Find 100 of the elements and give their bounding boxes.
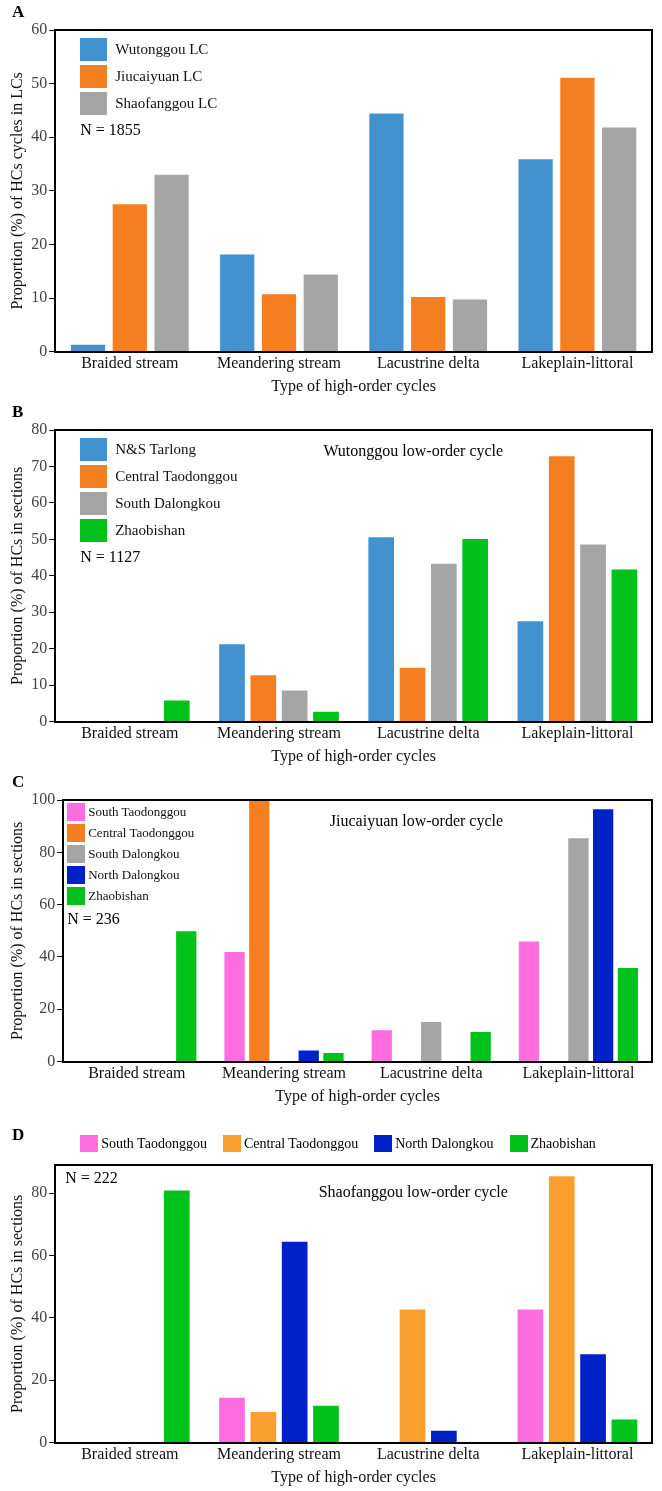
y-axis-title: Proportion (%) of HCs in sections [7,1194,26,1413]
x-axis-title: Type of high-order cycles [271,746,436,765]
y-tick-label: 60 [39,894,56,912]
legend-label: Zhaobishan [115,522,186,539]
bar [250,1412,277,1443]
bar [281,690,308,722]
chart-title: B [12,402,24,422]
bar [548,1176,575,1443]
y-tick-label: 10 [31,675,48,693]
x-tick-label: Lacustrine delta [376,354,480,372]
bar [518,941,540,1062]
bar [154,174,189,352]
text: Wutonggou low-order cycle [323,442,504,460]
legend-label: North Dalongkou [395,1135,494,1152]
bar [568,838,589,1062]
x-tick-label: Lacustrine delta [376,1445,480,1463]
y-tick-label: 20 [31,234,48,252]
bar [518,159,553,352]
y-tick-label: 20 [39,999,56,1017]
bar [617,967,638,1062]
bar [70,344,106,352]
annotation: N = 1127 [80,548,141,566]
y-tick-label: 10 [31,288,48,306]
annotation: N = 1855 [80,121,141,139]
legend-label: Central Taodonggou [243,1135,359,1152]
bar [249,800,270,1062]
y-tick-label: 80 [31,1183,48,1201]
y-tick-label: 40 [31,1308,48,1326]
bar [602,127,637,352]
chart-title: A [12,2,25,22]
legend-label: Jiucaiyuan LC [115,68,203,85]
legend-label: South Taodonggou [88,804,187,820]
y-tick-label: 0 [39,341,48,359]
x-tick-label: Meandering stream [217,354,342,373]
bar [580,544,606,722]
legend-label: North Dalongkou [88,867,180,883]
bar [548,456,575,722]
annotation: N = 236 [67,910,120,928]
y-tick-label: 70 [31,456,48,474]
bar [452,299,488,352]
x-tick-label: Lakeplain-littoral [521,354,634,373]
chart-title: C [12,772,25,792]
bar [313,711,339,722]
bar [580,1354,606,1443]
y-tick-label: 20 [31,638,48,656]
x-tick-label: Lacustrine delta [379,1064,483,1082]
text: Shaofanggou low-order cycle [318,1183,508,1201]
bar [163,700,190,722]
bar [261,294,297,352]
chart-title: D [12,1125,25,1145]
y-tick-label: 50 [31,73,48,91]
bar [220,254,255,352]
bar [298,1050,319,1062]
legend-label: South Taodonggou [101,1135,207,1152]
y-tick-label: 60 [31,493,48,511]
x-tick-label: Braided stream [81,1445,179,1463]
bar [219,644,245,722]
legend-label: Shaofanggou LC [115,95,218,112]
x-tick-label: Braided stream [81,724,179,742]
legend-label: South Dalongkou [115,495,221,512]
x-tick-label: Meandering stream [217,1445,342,1464]
y-axis-title: Proportion (%) of HCs in sections [7,466,26,685]
bar [431,1430,457,1443]
bar [470,1032,491,1062]
x-tick-label: Braided stream [88,1064,186,1082]
bar [431,563,457,722]
x-tick-label: Meandering stream [217,724,342,743]
bar [303,274,338,352]
bar [163,1190,190,1443]
bar [219,1397,245,1443]
bar [112,204,147,352]
bar [399,1309,426,1443]
y-tick-label: 40 [31,566,48,583]
bar [323,1052,344,1062]
legend-label: Central Taodonggou [115,468,238,485]
y-tick-label: 30 [31,602,48,620]
x-tick-label: Braided stream [81,354,179,372]
bar [592,809,614,1062]
x-axis-title: Type of high-order cycles [275,1086,440,1105]
y-tick-label: 0 [39,1432,48,1450]
bar [517,621,544,722]
bar [313,1405,339,1443]
legend-label: South Dalongkou [88,846,180,862]
bar [224,951,245,1062]
y-tick-label: 100 [31,790,56,808]
x-axis-title: Type of high-order cycles [271,1467,436,1486]
y-axis-title: Proportion (%) of HCs in sections [7,821,26,1040]
y-tick-label: 40 [31,127,48,145]
y-tick-label: 50 [31,529,48,547]
y-tick-label: 0 [47,1051,56,1069]
y-tick-label: 20 [31,1370,48,1388]
legend-label: Central Taodonggou [88,825,195,841]
y-tick-label: 40 [39,947,56,965]
bar [399,667,426,722]
legend-label: Zhaobishan [88,888,149,904]
annotation: N = 222 [65,1169,118,1187]
legend-label: Zhaobishan [530,1135,596,1152]
x-tick-label: Lakeplain-littoral [521,724,634,743]
bar [176,931,197,1062]
y-tick-label: 80 [31,420,48,438]
